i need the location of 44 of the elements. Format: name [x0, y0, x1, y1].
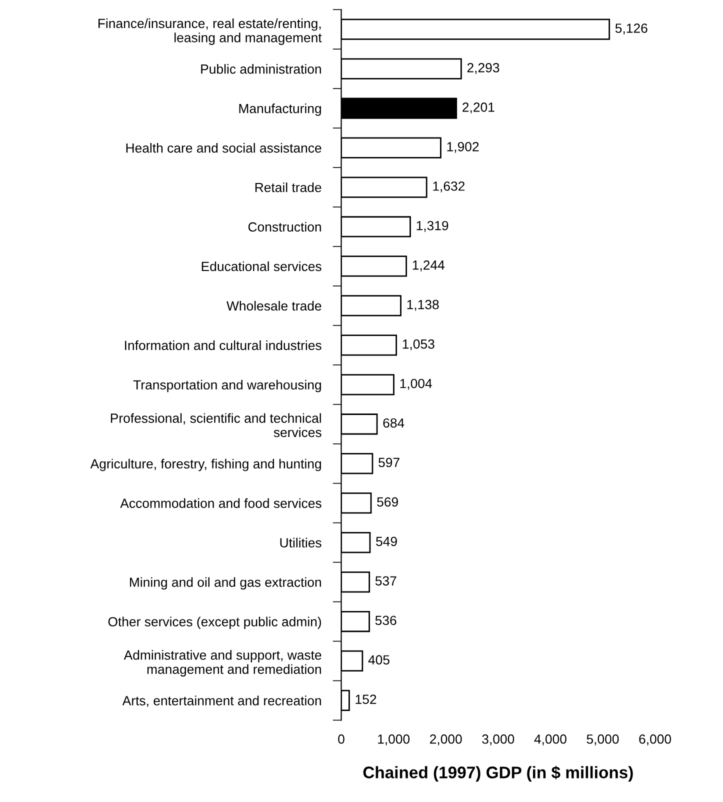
y-tick-label: Professional, scientific and technical services — [110, 413, 322, 438]
y-tick-label: Utilities — [280, 538, 322, 548]
data-label: 405 — [368, 655, 390, 665]
y-tick-label: Administrative and support, waste management and remediation — [124, 650, 322, 677]
y-tick-label: Wholesale trade — [226, 300, 322, 311]
data-label: 1,244 — [412, 260, 444, 272]
x-tick-label: 0 — [338, 734, 344, 744]
x-tick-label: 5,000 — [586, 734, 619, 746]
data-label: 1,004 — [400, 378, 432, 390]
data-label: 569 — [377, 497, 398, 507]
x-tick-label: 3,000 — [482, 734, 514, 746]
y-tick-label: Health care and social assistance — [126, 143, 322, 153]
data-label: 684 — [383, 418, 404, 428]
data-label: 1,138 — [407, 300, 439, 311]
data-label: 1,902 — [447, 142, 479, 153]
y-tick-label: Finance/insurance, real estate/renting, leasing and management — [98, 18, 322, 45]
y-tick-label: Accommodation and food services — [120, 498, 322, 508]
y-tick-label: Retail trade — [255, 182, 322, 192]
data-label: 1,053 — [402, 339, 434, 350]
data-label: 537 — [375, 576, 396, 586]
x-tick-label: 6,000 — [639, 734, 672, 746]
x-tick-label: 4,000 — [534, 734, 566, 746]
data-label: 1,632 — [433, 181, 465, 192]
y-tick-label: Transportation and warehousing — [133, 380, 321, 392]
data-label: 1,319 — [416, 220, 448, 232]
data-label: 152 — [356, 694, 376, 704]
data-label: 5,126 — [615, 24, 648, 34]
y-tick-label: Manufacturing — [239, 104, 321, 116]
data-label: 2,201 — [462, 102, 494, 114]
y-tick-label: Information and cultural industries — [125, 340, 322, 350]
x-axis-title: Chained (1997) GDP (in $ millions) — [363, 766, 633, 782]
y-tick-label: Educational services — [202, 261, 322, 272]
data-label: 2,293 — [467, 63, 500, 74]
y-tick-label: Public administration — [201, 64, 321, 74]
y-tick-label: Agriculture, forestry, fishing and hunting — [90, 458, 321, 472]
x-tick-label: 1,000 — [378, 734, 410, 746]
data-label: 536 — [375, 616, 396, 626]
data-label: 549 — [376, 536, 397, 546]
x-tick-label: 2,000 — [430, 734, 462, 746]
y-tick-label: Mining and oil and gas extraction — [130, 577, 321, 590]
y-tick-label: Arts, entertainment and recreation — [122, 696, 321, 707]
data-label: 597 — [378, 458, 400, 468]
y-tick-label: Construction — [248, 222, 321, 232]
y-tick-label: Other services (except public admin) — [108, 616, 322, 630]
